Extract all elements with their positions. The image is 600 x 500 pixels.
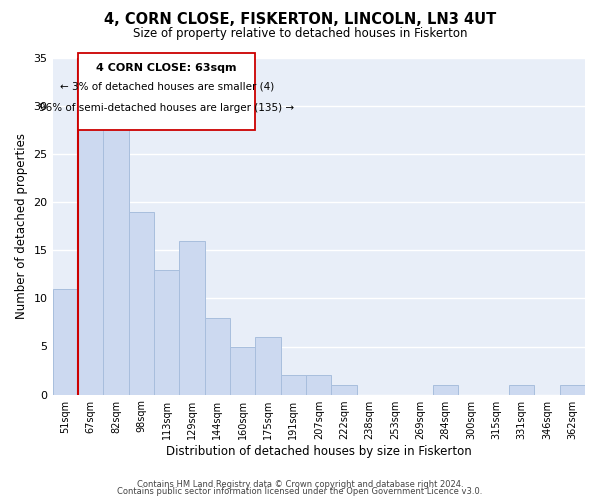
Bar (179, 240, 205, 394)
Bar (205, 318, 230, 394)
Text: 96% of semi-detached houses are larger (135) →: 96% of semi-detached houses are larger (… (39, 103, 294, 113)
Bar (281, 376, 306, 394)
Text: ← 3% of detached houses are smaller (4): ← 3% of detached houses are smaller (4) (59, 82, 274, 92)
FancyBboxPatch shape (78, 53, 256, 130)
Bar (230, 346, 256, 395)
Bar (331, 385, 357, 394)
Text: 4, CORN CLOSE, FISKERTON, LINCOLN, LN3 4UT: 4, CORN CLOSE, FISKERTON, LINCOLN, LN3 4… (104, 12, 496, 28)
Bar (154, 270, 179, 394)
Text: 4 CORN CLOSE: 63sqm: 4 CORN CLOSE: 63sqm (97, 62, 237, 72)
Text: Size of property relative to detached houses in Fiskerton: Size of property relative to detached ho… (133, 28, 467, 40)
Bar (256, 337, 281, 394)
Bar (306, 376, 331, 394)
Text: Contains public sector information licensed under the Open Government Licence v3: Contains public sector information licen… (118, 488, 482, 496)
Text: Contains HM Land Registry data © Crown copyright and database right 2024.: Contains HM Land Registry data © Crown c… (137, 480, 463, 489)
Bar (78, 126, 103, 394)
Bar (103, 116, 128, 394)
X-axis label: Distribution of detached houses by size in Fiskerton: Distribution of detached houses by size … (166, 444, 472, 458)
Bar (560, 385, 585, 394)
Y-axis label: Number of detached properties: Number of detached properties (15, 134, 28, 320)
Bar (128, 212, 154, 394)
Bar (433, 385, 458, 394)
Bar (509, 385, 534, 394)
Bar (53, 289, 78, 395)
